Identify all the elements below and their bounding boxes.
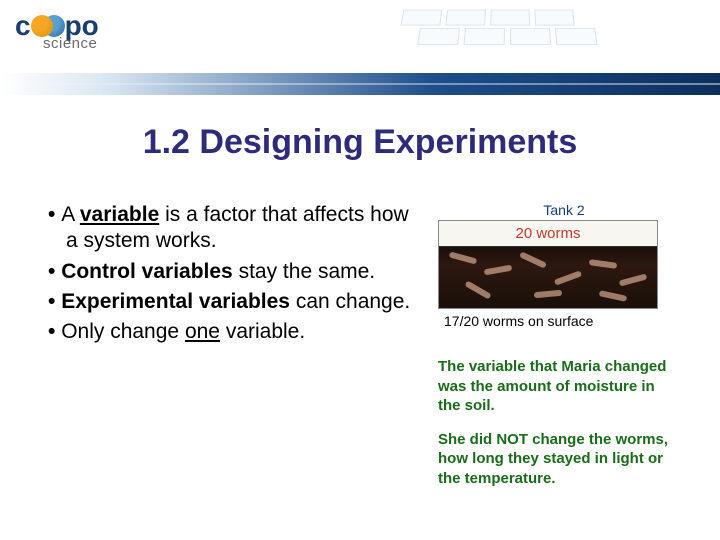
caption-2: She did NOT change the worms, how long t…: [438, 430, 678, 489]
soil-graphic: [439, 246, 657, 308]
header-grid-graphic: [385, 6, 645, 51]
logo-orange-sphere-icon: [31, 15, 53, 37]
right-column: Tank 2 20 worms 17/20 worms on surface T…: [418, 202, 690, 488]
slide-content: A variable is a factor that affects how …: [0, 202, 720, 488]
bullet-1: A variable is a factor that affects how …: [48, 202, 418, 255]
worm-count-label: 20 worms: [439, 221, 657, 246]
bullet-4: Only change one variable.: [48, 319, 418, 345]
logo-subtext: science: [43, 36, 99, 51]
logo-text-c: c: [15, 12, 31, 40]
cpo-logo: c po science: [15, 12, 99, 51]
caption-1: The variable that Maria changed was the …: [438, 357, 678, 416]
tank-label: Tank 2: [438, 202, 690, 218]
surface-text: 17/20 worms on surface: [444, 313, 690, 329]
bullet-2: Control variables stay the same.: [48, 259, 418, 285]
tank-figure: 20 worms: [438, 220, 658, 309]
slide-title: 1.2 Designing Experiments: [0, 123, 720, 162]
bullet-list: A variable is a factor that affects how …: [48, 202, 418, 488]
slide-header: c po science: [0, 0, 720, 95]
bullet-3: Experimental variables can change.: [48, 289, 418, 315]
header-banner-stripe: [0, 83, 720, 85]
